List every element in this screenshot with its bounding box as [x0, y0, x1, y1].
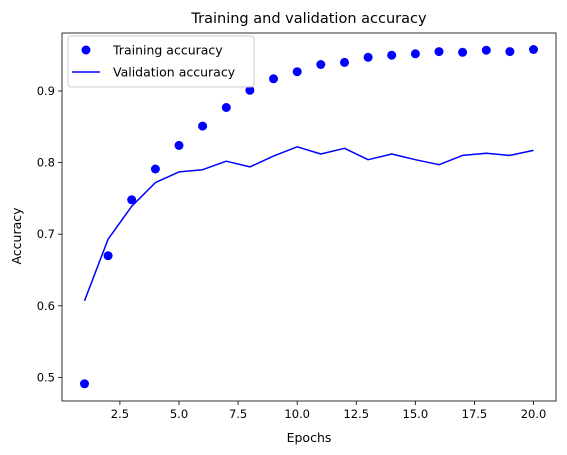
- training-accuracy-point: [458, 47, 468, 57]
- x-tick-label: 15.0: [403, 407, 429, 421]
- x-tick-label: 17.5: [462, 407, 488, 421]
- training-accuracy-point: [505, 47, 515, 57]
- legend-label-validation: Validation accuracy: [113, 65, 236, 80]
- training-accuracy-point: [363, 52, 373, 62]
- legend-label-training: Training accuracy: [112, 43, 223, 58]
- training-accuracy-point: [292, 67, 302, 77]
- series-layer: [80, 45, 538, 389]
- training-accuracy-point: [174, 140, 184, 150]
- y-axis: 0.5 0.6 0.7 0.8 0.9: [37, 84, 62, 384]
- legend-box: [67, 35, 255, 88]
- x-axis: 2.5 5.0 7.5 10.0 12.5 15.0 17.5 20.0: [111, 401, 547, 421]
- x-tick-label: 2.5: [111, 407, 129, 421]
- y-tick-label: 0.5: [37, 370, 55, 384]
- training-accuracy-point: [387, 50, 397, 60]
- y-tick-label: 0.8: [37, 156, 55, 170]
- training-accuracy-point: [198, 121, 208, 131]
- validation-accuracy-line: [83, 146, 534, 302]
- plot-area: 2.5 5.0 7.5 10.0 12.5 15.0 17.5 20.0 0.50.60.70…: [37, 32, 557, 421]
- x-tick-label: 12.5: [343, 407, 369, 421]
- x-tick-label: 7.5: [229, 407, 247, 421]
- training-accuracy-point: [127, 195, 137, 205]
- training-accuracy-point: [316, 60, 326, 69]
- x-tick-label: 10.0: [284, 407, 310, 421]
- x-tick-label: 20.0: [521, 407, 547, 421]
- y-tick-label: 0.9: [37, 84, 55, 98]
- training-accuracy-point: [221, 103, 231, 112]
- training-accuracy-point: [434, 47, 444, 57]
- legend: Training accuracy Validation accuracy: [67, 35, 255, 88]
- training-accuracy-point: [410, 49, 420, 59]
- chart-title: Training and validation accuracy: [190, 11, 427, 27]
- training-accuracy-point: [150, 164, 160, 174]
- training-accuracy-point: [269, 74, 278, 84]
- x-tick-label: 5.0: [170, 407, 188, 421]
- training-accuracy-point: [245, 85, 255, 95]
- y-tick-label: 0.7: [37, 227, 55, 241]
- training-accuracy-point: [529, 45, 538, 54]
- x-axis-label: Epochs: [287, 430, 332, 445]
- plot-frame: [61, 32, 557, 402]
- y-tick-label: 0.6: [37, 299, 55, 313]
- training-accuracy-point: [340, 57, 349, 67]
- y-axis-label: Accuracy: [9, 207, 24, 265]
- training-accuracy-point: [103, 251, 113, 261]
- training-accuracy-point: [80, 379, 89, 389]
- training-accuracy-point: [481, 45, 491, 55]
- legend-marker-training: [81, 45, 91, 55]
